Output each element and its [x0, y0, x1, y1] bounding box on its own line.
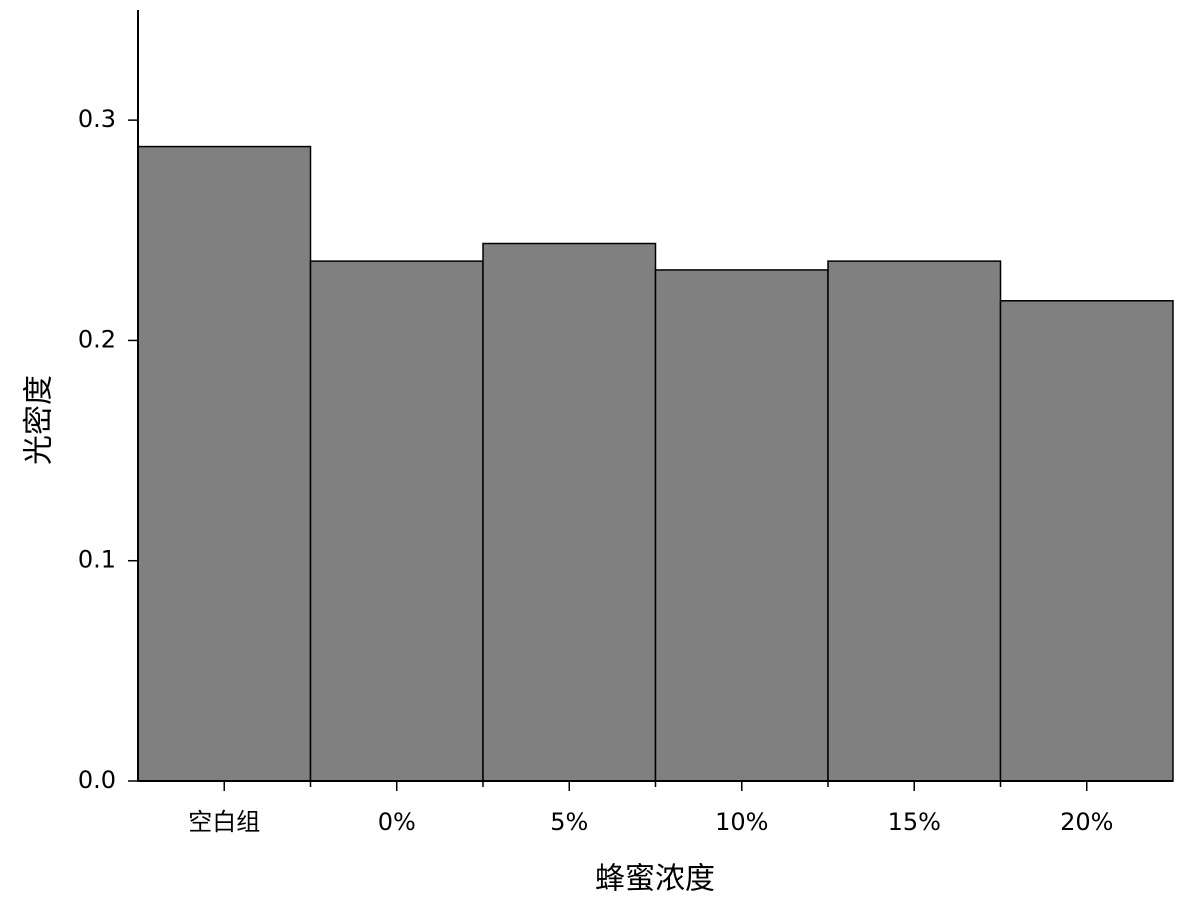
bar	[482, 242, 657, 782]
y-axis-title: 光密度	[22, 375, 57, 465]
bar	[137, 145, 312, 782]
bar	[827, 260, 1002, 782]
y-tick-label: 0.2	[78, 325, 116, 353]
x-tick-label: 20%	[1060, 808, 1113, 836]
x-tick-label: 空白组	[188, 808, 260, 836]
y-tick-label: 0.0	[78, 766, 116, 794]
x-axis-title: 蜂蜜浓度	[595, 862, 715, 897]
x-tick-label: 10%	[715, 808, 768, 836]
x-tick-label: 15%	[888, 808, 941, 836]
y-tick-label: 0.1	[78, 546, 116, 574]
bar	[999, 300, 1174, 782]
bar	[654, 269, 829, 782]
x-tick-label: 0%	[378, 808, 416, 836]
y-tick-label: 0.3	[78, 105, 116, 133]
bar	[309, 260, 484, 782]
x-tick-label: 5%	[550, 808, 588, 836]
